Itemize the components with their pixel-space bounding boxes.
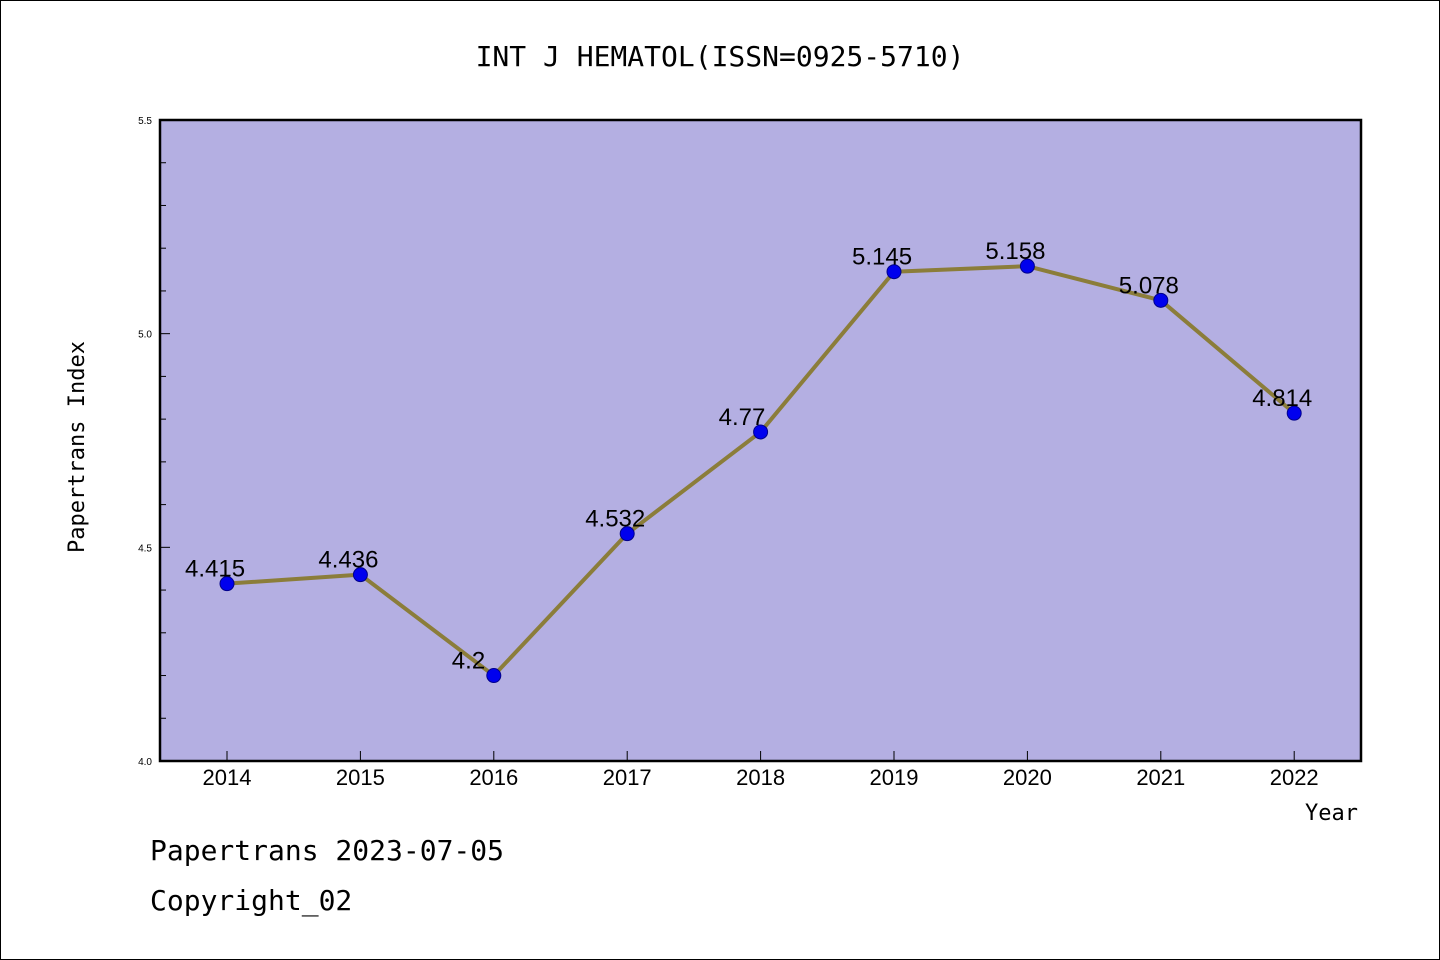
data-point xyxy=(1153,292,1169,308)
data-point xyxy=(753,424,769,440)
y-tick-label: 5.5 xyxy=(138,116,152,127)
data-label: 5.145 xyxy=(852,244,912,271)
x-tick-label: 2016 xyxy=(469,765,518,790)
x-tick-label: 2022 xyxy=(1270,765,1319,790)
x-tick-label: 2018 xyxy=(736,765,785,790)
x-tick-label: 2017 xyxy=(603,765,652,790)
data-point xyxy=(352,567,368,583)
y-tick-label: 4.0 xyxy=(138,757,152,768)
data-label: 4.77 xyxy=(719,404,766,431)
data-point xyxy=(486,668,502,684)
series-markers xyxy=(219,258,1302,684)
data-labels: 4.415 4.436 4.2 4.532 4.77 5.145 5.158 5.078 4.8… xyxy=(185,238,1312,674)
data-point xyxy=(619,526,635,542)
data-label: 5.158 xyxy=(985,238,1045,265)
data-point xyxy=(1286,405,1302,421)
x-axis-label: Year xyxy=(1305,801,1358,826)
data-label: 4.2 xyxy=(452,648,485,675)
data-point xyxy=(1019,258,1035,274)
footer-copyright: Copyright_02 xyxy=(150,884,353,917)
data-point xyxy=(886,264,902,280)
x-axis: 2014 2015 2016 2017 2018 2019 2020 2021 2022 xyxy=(203,751,1319,790)
data-point xyxy=(219,576,235,592)
y-axis-label: Papertrans Index xyxy=(65,341,90,553)
x-tick-label: 2020 xyxy=(1003,765,1052,790)
x-tick-label: 2014 xyxy=(203,765,252,790)
data-label: 4.532 xyxy=(585,506,645,533)
data-label: 5.078 xyxy=(1119,272,1179,299)
plot-area xyxy=(158,118,1363,763)
footer-date: Papertrans 2023-07-05 xyxy=(150,834,505,867)
x-tick-label: 2015 xyxy=(336,765,385,790)
x-tick-label: 2021 xyxy=(1136,765,1185,790)
chart-title: INT J HEMATOL(ISSN=0925-5710) xyxy=(476,40,965,73)
x-tick-label: 2019 xyxy=(870,765,919,790)
y-axis: 4.0 4.5 5.0 5.5 xyxy=(138,116,170,768)
data-label: 4.436 xyxy=(318,547,378,574)
y-tick-label: 5.0 xyxy=(138,330,152,341)
data-label: 4.415 xyxy=(185,556,245,583)
data-label: 4.814 xyxy=(1252,385,1312,412)
y-tick-label: 4.5 xyxy=(138,543,152,554)
